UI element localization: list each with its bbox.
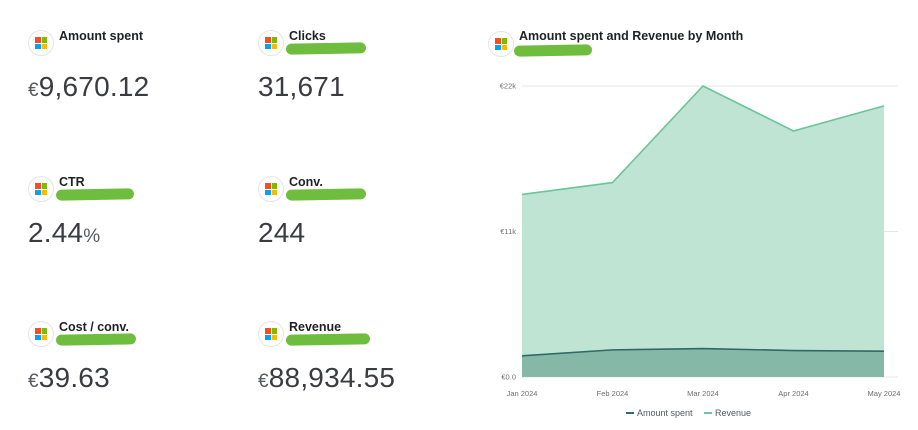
- kpi-value: €9,670.12: [28, 71, 149, 103]
- microsoft-logo-icon: [258, 321, 284, 347]
- kpi-card-conv: Conv. 244: [258, 175, 458, 285]
- series-area-revenue: [522, 86, 884, 377]
- kpi-card-revenue: Revenue €88,934.55: [258, 320, 458, 430]
- microsoft-logo-icon: [258, 30, 284, 56]
- redaction-mark: [56, 188, 134, 200]
- x-tick-label: Feb 2024: [597, 389, 629, 398]
- microsoft-logo-icon: [28, 321, 54, 347]
- kpi-value-number: 2.44: [28, 217, 83, 248]
- kpi-card-clicks: Clicks 31,671: [258, 29, 458, 139]
- legend-label-amount-spent: Amount spent: [637, 408, 693, 418]
- kpi-value-number: 39.63: [39, 362, 110, 393]
- kpi-value: 31,671: [258, 71, 345, 103]
- x-tick-label: May 2024: [868, 389, 901, 398]
- y-tick-label: €11k: [500, 227, 516, 236]
- legend-label-revenue: Revenue: [715, 408, 751, 418]
- kpi-value: 2.44%: [28, 217, 100, 249]
- redaction-mark: [56, 333, 136, 345]
- kpi-card-amount-spent: Amount spent €9,670.12: [28, 29, 228, 139]
- x-tick-label: Mar 2024: [687, 389, 719, 398]
- kpi-title: Cost / conv.: [59, 320, 129, 334]
- microsoft-logo-icon: [28, 30, 54, 56]
- kpi-card-ctr: CTR 2.44%: [28, 175, 228, 285]
- currency-prefix: €: [28, 371, 39, 392]
- x-tick-label: Jan 2024: [507, 389, 538, 398]
- redaction-mark: [286, 188, 366, 200]
- kpi-value-number: 244: [258, 217, 305, 248]
- kpi-value-number: 9,670.12: [39, 71, 150, 102]
- kpi-card-header: Cost / conv.: [28, 320, 228, 350]
- y-tick-label: €0.0: [501, 373, 516, 382]
- kpi-card-header: Conv.: [258, 175, 458, 205]
- redaction-mark: [286, 42, 366, 54]
- x-tick-label: Apr 2024: [778, 389, 808, 398]
- currency-prefix: €: [28, 80, 39, 101]
- redaction-mark: [286, 333, 370, 345]
- kpi-title: Conv.: [289, 175, 323, 189]
- currency-prefix: €: [258, 371, 269, 392]
- kpi-value-number: 88,934.55: [269, 362, 395, 393]
- chart-panel: Amount spent and Revenue by Month €0.0€1…: [486, 26, 912, 426]
- kpi-card-header: Clicks: [258, 29, 458, 59]
- kpi-value-number: 31,671: [258, 71, 345, 102]
- area-chart: €0.0 €11k €22k Jan 2024 Feb 2024 Mar 2024 Apr …: [486, 26, 912, 426]
- kpi-title: CTR: [59, 175, 85, 189]
- kpi-value: €39.63: [28, 362, 110, 394]
- kpi-card-header: CTR: [28, 175, 228, 205]
- kpi-card-cost-per-conv: Cost / conv. €39.63: [28, 320, 228, 430]
- percent-suffix: %: [83, 226, 100, 247]
- microsoft-logo-icon: [258, 176, 284, 202]
- kpi-title: Amount spent: [59, 29, 143, 43]
- kpi-value: €88,934.55: [258, 362, 395, 394]
- kpi-title: Revenue: [289, 320, 341, 334]
- microsoft-logo-icon: [28, 176, 54, 202]
- kpi-value: 244: [258, 217, 305, 249]
- kpi-title: Clicks: [289, 29, 326, 43]
- kpi-card-header: Amount spent: [28, 29, 228, 59]
- kpi-card-header: Revenue: [258, 320, 458, 350]
- y-tick-label: €22k: [500, 82, 517, 91]
